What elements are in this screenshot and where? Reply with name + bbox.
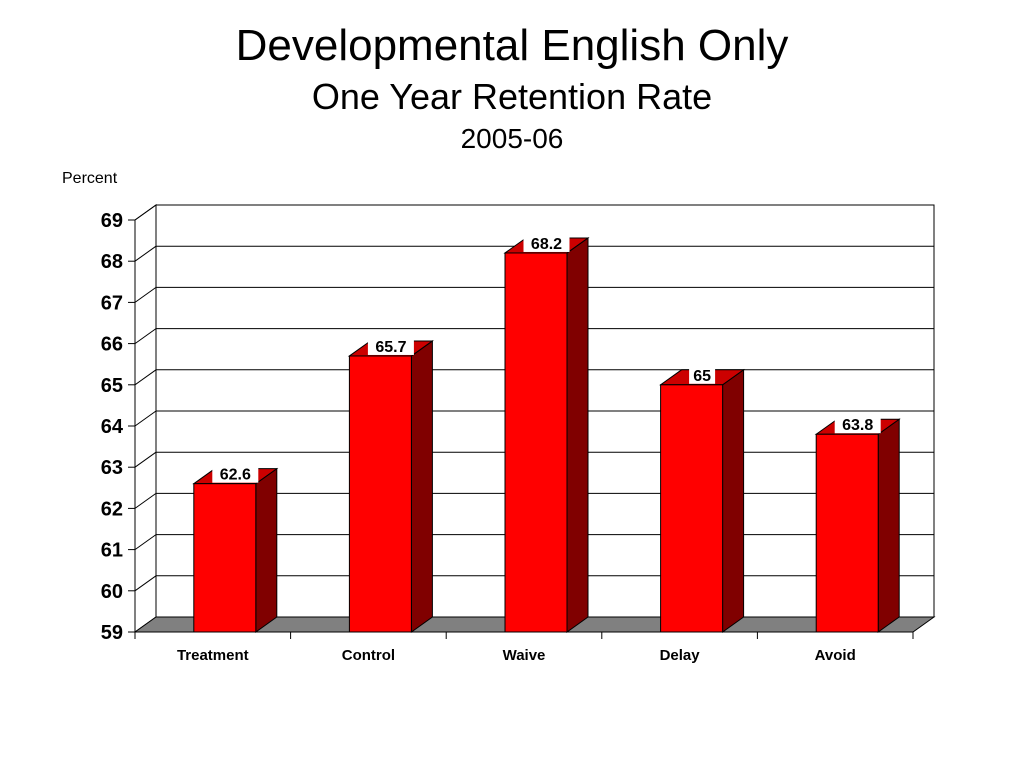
gridline-side — [134, 286, 157, 303]
chart-year: 2005-06 — [460, 123, 564, 154]
y-tick-label: 64 — [101, 416, 124, 438]
bar — [348, 355, 412, 633]
y-tick-label: 61 — [101, 540, 123, 562]
data-label-bg — [834, 414, 881, 434]
gridline-side — [134, 204, 157, 221]
bar-side — [877, 418, 900, 633]
gridline-side — [134, 328, 157, 345]
y-tick-label: 67 — [101, 292, 123, 314]
data-label-bg — [367, 335, 414, 355]
bar — [193, 483, 257, 633]
chart-subtitle: One Year Retention Rate — [311, 76, 713, 117]
bar — [660, 384, 724, 633]
data-label-bg — [523, 232, 570, 252]
chart-title: Developmental English Only — [235, 21, 789, 70]
y-tick-label: 69 — [101, 210, 123, 232]
bar-side — [410, 339, 433, 633]
gridline-side — [134, 575, 157, 592]
data-label: 62.6 — [220, 467, 251, 484]
bar-side — [255, 467, 278, 633]
bar-side — [722, 368, 745, 633]
y-tick-label: 60 — [101, 581, 123, 603]
y-tick-label: 65 — [101, 375, 123, 397]
y-tick-label: 62 — [101, 498, 123, 520]
y-tick-label: 68 — [101, 251, 123, 273]
bar-side — [566, 236, 589, 633]
data-label-bg — [689, 364, 716, 384]
data-label-bg — [212, 463, 259, 483]
chart-title-block: Developmental English Only One Year Rete… — [0, 18, 1024, 158]
x-tick-label: Avoid — [815, 647, 856, 664]
data-label: 65.7 — [375, 339, 406, 356]
bar — [815, 433, 879, 633]
gridline-side — [134, 369, 157, 386]
y-tick-label: 59 — [101, 622, 123, 644]
bar — [504, 252, 568, 633]
x-tick-label: Delay — [660, 647, 701, 664]
x-tick-label: Treatment — [177, 647, 249, 664]
y-tick-label: 66 — [101, 334, 123, 356]
y-tick-label: 63 — [101, 457, 123, 479]
data-label: 63.8 — [842, 417, 873, 434]
gridline-side — [134, 451, 157, 468]
gridline-side — [134, 245, 157, 262]
data-label: 65 — [693, 368, 711, 385]
gridline-side — [134, 534, 157, 551]
gridline-side — [134, 410, 157, 427]
x-tick-label: Control — [342, 647, 395, 664]
data-label: 68.2 — [531, 236, 562, 253]
y-axis-label: Percent — [62, 170, 118, 187]
gridline-side — [134, 492, 157, 509]
x-tick-label: Waive — [503, 647, 546, 664]
